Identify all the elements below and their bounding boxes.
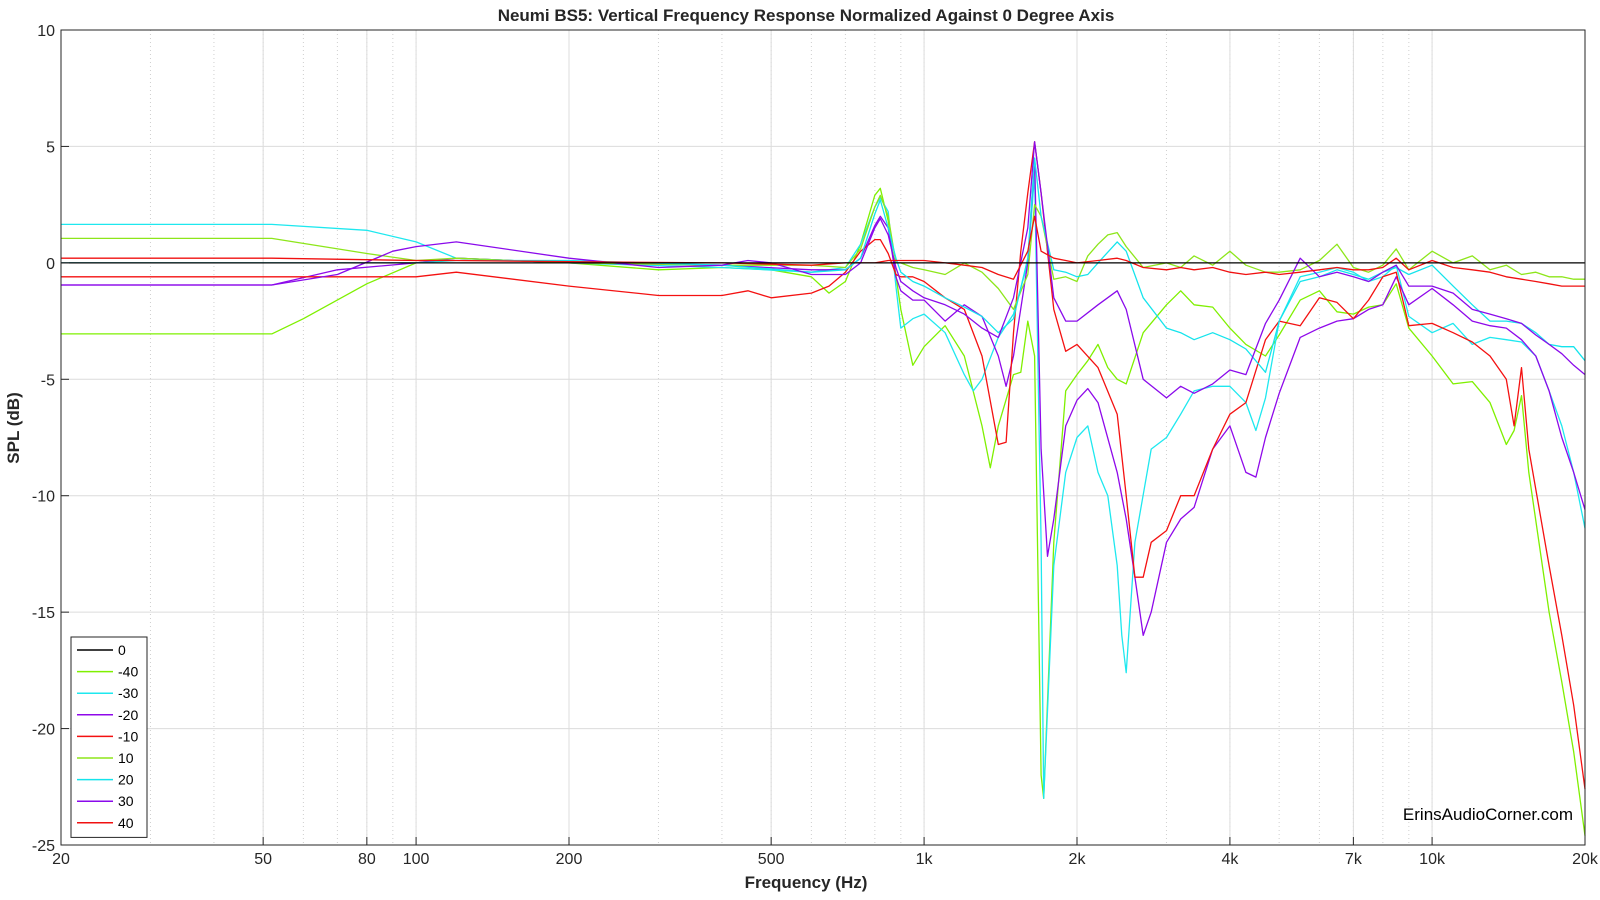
legend-label: 40	[118, 815, 134, 831]
legend-label: 10	[118, 750, 134, 766]
x-tick-label: 2k	[1069, 851, 1087, 868]
series-layer	[61, 141, 1586, 836]
legend-label: -20	[118, 707, 138, 723]
x-axis-label: Frequency (Hz)	[745, 873, 868, 892]
series-line--20	[61, 157, 1586, 637]
series-line-20	[61, 157, 1586, 373]
y-axis-label: SPL (dB)	[4, 392, 23, 463]
y-tick-label: 10	[37, 23, 55, 40]
y-tick-label: 0	[46, 256, 55, 273]
x-tick-label: 80	[358, 851, 376, 868]
legend-label: 0	[118, 642, 126, 658]
x-tick-label: 10k	[1419, 851, 1446, 868]
chart-title: Neumi BS5: Vertical Frequency Response N…	[498, 6, 1115, 25]
x-tick-label: 1k	[916, 851, 934, 868]
axis-ticks: 20 50 80 100 200 500 1k 2k 4k 7k 10k 20k1050-5-10-1…	[32, 23, 1599, 868]
legend-label: 20	[118, 772, 134, 788]
series-line--30	[61, 173, 1586, 800]
legend-label: 30	[118, 793, 134, 809]
legend-label: -10	[118, 728, 138, 744]
series-line-10	[61, 194, 1585, 311]
legend-label: -40	[118, 664, 138, 680]
y-tick-label: -25	[32, 838, 55, 855]
legend: 0 -40 -30 -20 -10 10 20 30 40	[70, 636, 148, 838]
x-tick-label: 50	[254, 851, 272, 868]
y-tick-label: 5	[46, 139, 55, 156]
series-line--10	[61, 141, 1586, 790]
plot-frame	[60, 29, 1586, 846]
legend-box	[70, 636, 148, 838]
y-tick-label: -5	[41, 372, 55, 389]
x-tick-label: 20	[52, 851, 70, 868]
watermark: ErinsAudioCorner.com	[1403, 805, 1573, 824]
y-tick-label: -20	[32, 722, 55, 739]
x-tick-label: 20k	[1572, 851, 1599, 868]
x-tick-label: 100	[403, 851, 430, 868]
x-tick-label: 200	[556, 851, 583, 868]
series-line-30	[61, 141, 1586, 399]
x-tick-label: 7k	[1345, 851, 1363, 868]
x-tick-label: 4k	[1221, 851, 1239, 868]
series-line--40	[61, 187, 1586, 836]
y-tick-label: -15	[32, 605, 55, 622]
legend-label: -30	[118, 685, 138, 701]
y-tick-label: -10	[32, 489, 55, 506]
x-tick-label: 500	[758, 851, 785, 868]
